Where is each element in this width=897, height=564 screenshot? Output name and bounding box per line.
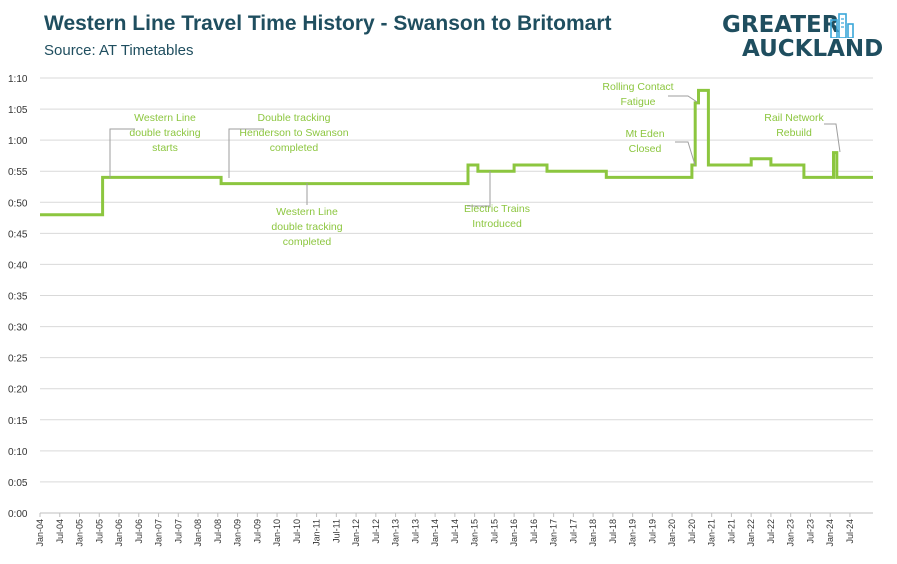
x-tick-label: Jul-08 xyxy=(213,519,223,544)
annotation-label: Electric Trains Introduced xyxy=(464,203,530,230)
x-tick-label: Jan-05 xyxy=(75,519,85,547)
y-tick-label: 1:00 xyxy=(8,136,28,147)
x-tick-label: Jan-18 xyxy=(588,519,598,547)
y-tick-label: 0:30 xyxy=(8,323,28,334)
annotation-label-line: Henderson to Swanson xyxy=(239,127,348,139)
y-tick-label: 0:15 xyxy=(8,416,28,427)
y-tick-label: 0:25 xyxy=(8,354,28,365)
y-tick-label: 0:00 xyxy=(8,509,28,520)
x-tick-label: Jul-12 xyxy=(371,519,381,544)
x-tick-label: Jul-05 xyxy=(94,519,104,544)
annotation-leader-line xyxy=(109,128,135,178)
logo-line1: GREATER xyxy=(722,12,840,38)
logo-line2: AUCKLAND xyxy=(742,36,884,62)
annotation-leader-line xyxy=(675,141,696,166)
x-tick-label: Jul-11 xyxy=(331,519,341,543)
x-tick-label: Jan-16 xyxy=(509,519,519,547)
annotation-label-line: Fatigue xyxy=(620,96,655,108)
y-tick-label: 0:05 xyxy=(8,478,28,489)
x-tick-label: Jan-23 xyxy=(786,519,796,547)
x-tick-label: Jul-10 xyxy=(292,519,302,544)
x-tick-label: Jan-21 xyxy=(707,519,717,547)
x-tick-label: Jan-10 xyxy=(272,519,282,547)
annotation-label: Western Line double tracking starts xyxy=(129,112,200,154)
x-tick-label: Jan-13 xyxy=(391,519,401,547)
x-tick-label: Jan-19 xyxy=(628,519,638,547)
x-tick-label: Jul-04 xyxy=(55,519,65,544)
x-tick-label: Jan-22 xyxy=(746,519,756,547)
y-tick-label: 1:10 xyxy=(8,74,28,85)
x-tick-label: Jul-15 xyxy=(489,519,499,544)
x-tick-label: Jul-13 xyxy=(410,519,420,544)
x-tick-label: Jan-09 xyxy=(233,519,243,547)
annotation-label-line: Double tracking xyxy=(258,112,331,124)
chart-title: Western Line Travel Time History - Swans… xyxy=(44,12,612,35)
x-tick-label: Jul-07 xyxy=(173,519,183,544)
x-tick-label: Jan-08 xyxy=(193,519,203,547)
city-skyline-icon xyxy=(830,13,854,38)
x-tick-label: Jan-15 xyxy=(470,519,480,547)
annotation-label-line: Rolling Contact xyxy=(602,81,673,93)
x-tick-label: Jan-24 xyxy=(825,519,835,547)
y-tick-label: 0:35 xyxy=(8,292,28,303)
annotation-label-line: Introduced xyxy=(472,218,522,230)
annotation-label: Double tracking Henderson to Swanson compl… xyxy=(239,112,348,154)
annotation-label-line: double tracking xyxy=(129,127,200,139)
annotation-label-line: Western Line xyxy=(276,206,338,218)
x-tick-label: Jul-20 xyxy=(687,519,697,544)
x-tick-label: Jul-09 xyxy=(252,519,262,544)
y-tick-label: 0:55 xyxy=(8,167,28,178)
annotation-label-line: Rail Network xyxy=(764,112,824,124)
x-tick-label: Jan-14 xyxy=(430,519,440,547)
annotation-label-line: starts xyxy=(152,142,178,154)
annotation-label: Western Line double tracking completed xyxy=(271,206,342,248)
annotation-leader-line xyxy=(668,95,698,103)
annotation-label-line: Mt Eden xyxy=(625,128,664,140)
annotation-label-line: Western Line xyxy=(134,112,196,124)
y-tick-label: 0:40 xyxy=(8,260,28,271)
annotation-label: Rolling Contact Fatigue xyxy=(602,81,673,108)
x-tick-label: Jul-16 xyxy=(529,519,539,544)
y-tick-label: 1:05 xyxy=(8,105,28,116)
y-tick-label: 0:45 xyxy=(8,229,28,240)
greater-auckland-logo: GREATER AUCKLAND xyxy=(722,12,884,62)
annotation-label: Rail Network Rebuild xyxy=(764,112,824,139)
annotation-label-line: completed xyxy=(270,142,319,154)
annotation-label-line: Electric Trains xyxy=(464,203,530,215)
x-tick-label: Jul-17 xyxy=(568,519,578,544)
x-tick-label: Jan-11 xyxy=(312,519,322,546)
x-tick-label: Jan-06 xyxy=(114,519,124,547)
x-tick-label: Jul-23 xyxy=(805,519,815,544)
y-tick-label: 0:50 xyxy=(8,198,28,209)
travel-time-series-line xyxy=(40,88,873,217)
annotation-label-line: double tracking xyxy=(271,221,342,233)
x-tick-label: Jul-24 xyxy=(845,519,855,544)
x-tick-label: Jan-20 xyxy=(667,519,677,547)
x-tick-label: Jul-06 xyxy=(134,519,144,544)
x-tick-label: Jul-19 xyxy=(647,519,657,544)
chart-subtitle: Source: AT Timetables xyxy=(44,42,194,59)
annotation-leader-line xyxy=(228,128,264,178)
x-tick-label: Jul-18 xyxy=(608,519,618,544)
annotation-leader-line xyxy=(467,171,491,207)
x-tick-label: Jan-17 xyxy=(549,519,559,547)
x-tick-label: Jul-21 xyxy=(726,519,736,544)
annotation-label-line: Closed xyxy=(629,143,662,155)
annotation-label: Mt Eden Closed xyxy=(625,128,664,155)
x-tick-label: Jul-14 xyxy=(450,519,460,544)
x-tick-label: Jan-04 xyxy=(35,519,45,547)
x-tick-label: Jan-12 xyxy=(351,519,361,547)
y-tick-label: 0:10 xyxy=(8,447,28,458)
x-tick-label: Jan-07 xyxy=(154,519,164,547)
annotation-label-line: Rebuild xyxy=(776,127,812,139)
annotation-leader-line xyxy=(824,123,841,153)
annotation-label-line: completed xyxy=(283,236,332,248)
y-tick-label: 0:20 xyxy=(8,385,28,396)
x-tick-label: Jul-22 xyxy=(766,519,776,544)
